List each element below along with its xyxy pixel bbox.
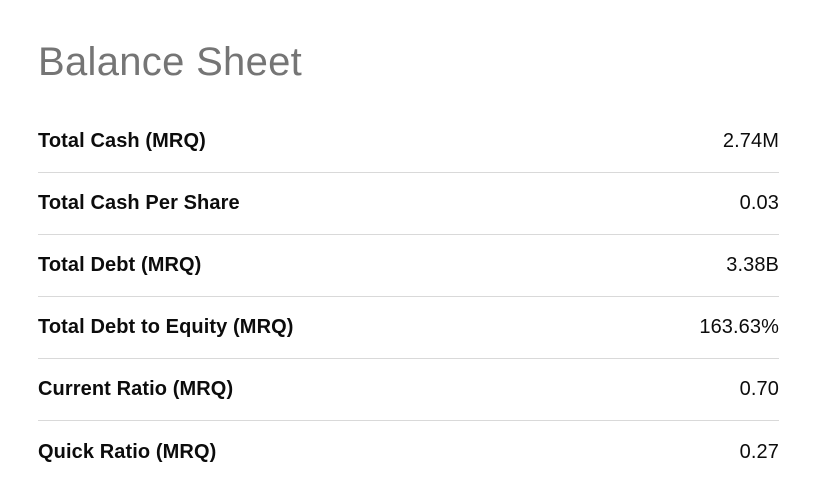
metric-label: Quick Ratio (MRQ) [38,440,217,463]
table-row: Total Debt to Equity (MRQ) 163.63% [38,297,779,359]
table-row: Total Cash (MRQ) 2.74M [38,111,779,173]
metric-label: Total Debt to Equity (MRQ) [38,316,294,338]
metrics-table: Total Cash (MRQ) 2.74M Total Cash Per Sh… [38,111,779,483]
metric-label: Total Cash (MRQ) [38,130,206,152]
metric-label: Current Ratio (MRQ) [38,378,234,400]
metric-value: 163.63% [699,316,779,338]
table-row: Total Debt (MRQ) 3.38B [38,235,779,297]
table-row: Total Cash Per Share 0.03 [38,173,779,235]
metric-label: Total Debt (MRQ) [38,254,202,276]
table-row: Quick Ratio (MRQ) 0.27 [38,421,779,483]
metric-value: 0.70 [739,378,779,400]
page-title: Balance Sheet [38,40,303,84]
metric-value: 3.38B [726,254,779,276]
metric-value: 0.03 [739,192,779,214]
metric-label: Total Cash Per Share [38,192,240,214]
metric-value: 0.27 [739,440,779,463]
metric-value: 2.74M [722,130,779,152]
table-row: Current Ratio (MRQ) 0.70 [38,359,779,421]
